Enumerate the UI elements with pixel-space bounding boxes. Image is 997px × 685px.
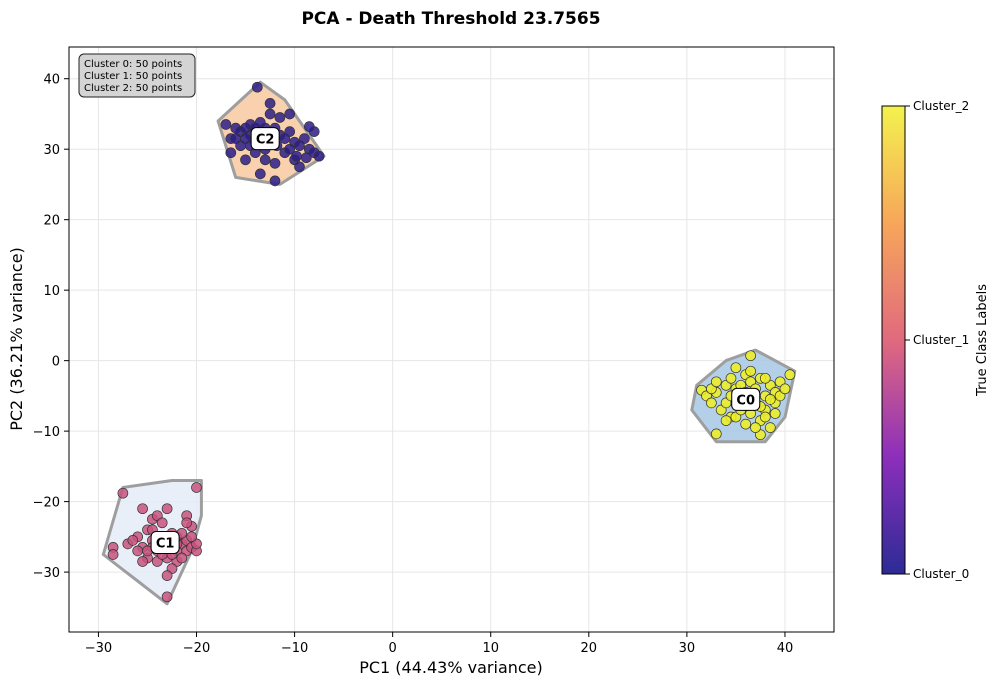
- point-c1: [181, 517, 193, 529]
- cluster-label-c2: C2: [256, 133, 275, 148]
- point-c0: [764, 422, 776, 433]
- point-c0: [769, 408, 781, 419]
- cluster-label-box-c1: [150, 530, 180, 554]
- point-c2: [220, 119, 232, 130]
- y-tick-label: −30: [33, 566, 60, 581]
- x-tick-label: −20: [183, 641, 210, 656]
- point-c2: [284, 108, 296, 120]
- colorbar-tick-cluster-0: Cluster_0: [913, 567, 969, 581]
- point-c2: [240, 133, 251, 144]
- point-c2: [269, 157, 281, 169]
- point-c0: [764, 394, 776, 405]
- cluster-label-box-c0: [731, 387, 761, 411]
- axis-ticks: −30 −20 −10 0 10 20 30 40 −30 −20 −10 0 10 20 30 40: [33, 73, 794, 656]
- point-c2: [240, 154, 251, 166]
- cluster-label-c1: C1: [156, 536, 175, 551]
- point-c2: [284, 143, 296, 155]
- y-tick-label: 10: [43, 284, 60, 299]
- point-c2: [291, 150, 302, 162]
- info-line-0: Cluster 0: 50 points: [84, 59, 182, 70]
- point-c2: [259, 154, 271, 166]
- x-tick-label: −30: [85, 641, 112, 656]
- point-c1: [117, 487, 129, 499]
- point-c2: [251, 81, 263, 93]
- point-c2: [294, 161, 305, 173]
- info-line-2: Cluster 2: 50 points: [84, 83, 182, 94]
- point-c1: [132, 545, 144, 557]
- point-c0: [740, 418, 752, 430]
- y-tick-label: −10: [33, 425, 60, 440]
- plot-frame: [68, 46, 835, 633]
- point-c2: [269, 175, 281, 187]
- point-c2: [300, 152, 312, 164]
- chart-title: PCA - Death Threshold 23.7565: [301, 9, 600, 29]
- point-c1: [137, 556, 148, 567]
- y-tick-label: 40: [43, 73, 60, 88]
- x-tick-label: 10: [482, 641, 499, 656]
- colorbar: Cluster_2 Cluster_1 Cluster_0 True Class…: [881, 99, 990, 581]
- point-c1: [191, 482, 202, 493]
- info-line-1: Cluster 1: 50 points: [84, 71, 182, 82]
- point-c1: [161, 503, 173, 515]
- y-tick-label: 30: [43, 143, 60, 158]
- point-c2: [264, 108, 276, 120]
- x-tick-label: 40: [777, 641, 794, 656]
- cluster-hulls: [101, 80, 797, 606]
- y-tick-label: 20: [43, 214, 60, 229]
- point-c1: [176, 552, 188, 564]
- cluster-labels: C0 C1 C2: [150, 127, 761, 554]
- point-c0: [745, 350, 756, 362]
- point-c2: [264, 98, 276, 109]
- point-c1: [156, 517, 168, 529]
- point-c0: [745, 365, 756, 377]
- point-c0: [725, 372, 737, 384]
- point-c2: [303, 121, 315, 132]
- point-c2: [284, 126, 296, 137]
- point-c0: [720, 415, 732, 426]
- cluster-label-c0: C0: [736, 393, 755, 408]
- point-c1: [127, 535, 139, 546]
- info-box: Cluster 0: 50 points Cluster 1: 50 point…: [78, 53, 196, 98]
- point-c0: [759, 372, 771, 384]
- point-c1: [161, 591, 173, 603]
- point-c2: [254, 168, 266, 180]
- point-c0: [759, 411, 771, 423]
- point-c0: [779, 383, 791, 395]
- point-c0: [706, 397, 717, 409]
- point-c0: [784, 369, 796, 381]
- x-tick-label: 30: [679, 641, 696, 656]
- x-tick-label: −10: [281, 641, 308, 656]
- point-c0: [730, 362, 742, 374]
- x-axis-label: PC1 (44.43% variance): [359, 658, 543, 677]
- point-c2: [225, 147, 237, 159]
- point-c1: [107, 549, 119, 560]
- point-c2: [230, 133, 242, 144]
- point-c1: [186, 531, 197, 543]
- cluster-label-box-c2: [250, 127, 280, 151]
- colorbar-label: True Class Labels: [975, 284, 990, 397]
- point-c2: [254, 117, 266, 128]
- point-c0: [750, 422, 761, 433]
- point-c0: [710, 376, 722, 388]
- y-tick-label: 0: [52, 355, 60, 370]
- point-c0: [710, 428, 722, 440]
- colorbar-tick-cluster-2: Cluster_2: [913, 99, 969, 113]
- info-box-background: [78, 53, 196, 98]
- point-c1: [161, 570, 173, 581]
- colorbar-gradient: [881, 105, 906, 575]
- point-c1: [137, 503, 148, 515]
- x-tick-label: 0: [389, 641, 397, 656]
- point-c2: [313, 150, 325, 162]
- point-c2: [274, 112, 286, 123]
- colorbar-tick-cluster-1: Cluster_1: [913, 333, 969, 347]
- y-axis-label: PC2 (36.21% variance): [7, 247, 26, 431]
- y-tick-label: −20: [33, 496, 60, 511]
- grid: [69, 47, 834, 632]
- data-points: [107, 81, 796, 603]
- x-tick-label: 20: [581, 641, 598, 656]
- point-c2: [299, 133, 310, 144]
